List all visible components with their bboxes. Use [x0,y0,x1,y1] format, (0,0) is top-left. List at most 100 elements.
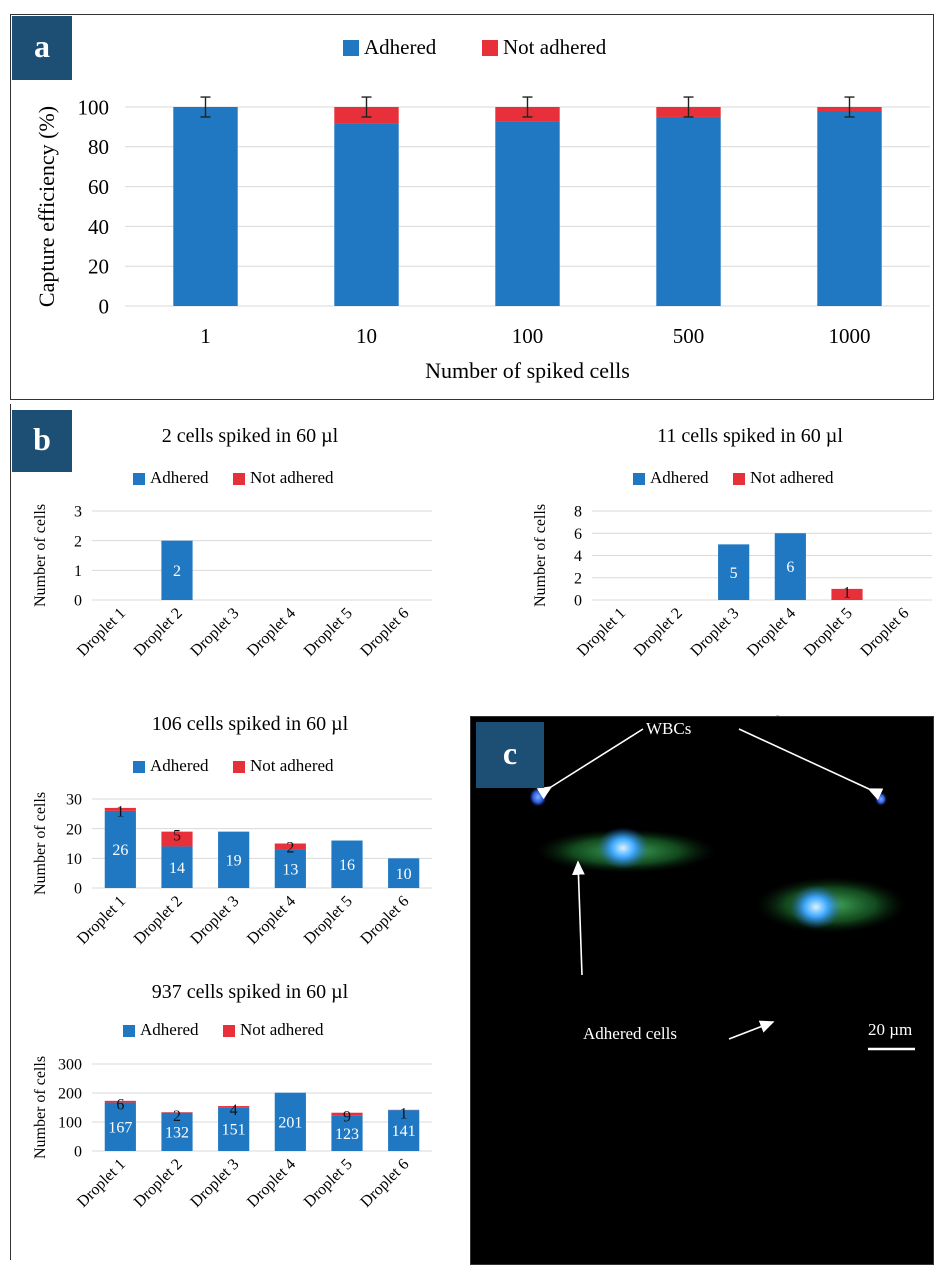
x-tick-label: 1 [200,324,211,348]
y-axis-label: Number of cells [32,504,49,607]
y-tick-label: 80 [88,135,109,159]
x-tick-label: Droplet 6 [357,1156,412,1211]
bar-not-adhered [831,588,863,600]
data-label-not-adhered: 2 [173,1108,181,1125]
chart-937-cells: 937 cells spiked in 60 µl Adhered Not adhe… [32,981,432,1211]
bar-adhered [104,810,136,888]
bar-adhered [274,1092,306,1151]
chart-title: 937 cells spiked in 60 µl [152,981,349,1003]
wbc-label: WBCs [646,719,691,738]
legend-swatch-not-adhered [733,473,745,485]
data-label-adhered: 141 [392,1123,416,1140]
data-label-adhered: 14 [169,860,185,877]
bar-not-adhered [274,843,306,850]
arrow-wbc-left [536,728,644,800]
data-label-not-adhered: 1 [116,804,124,821]
x-axis-label: Number of spiked cells [425,358,630,383]
y-axis-label: Number of cells [32,1056,49,1159]
legend-label-not-adhered: Not adhered [250,756,334,775]
data-label-not-adhered: 4 [230,1102,238,1119]
x-tick-label: Droplet 6 [357,893,412,948]
y-tick-label: 100 [58,1115,82,1132]
y-tick-label: 10 [66,851,82,868]
legend-swatch-not-adhered [233,761,245,773]
x-tick-label: Droplet 3 [687,605,742,660]
x-tick-label: Droplet 6 [857,605,912,660]
legend-swatch-adhered [343,40,359,56]
adhered-cell-nucleus-2 [790,885,842,929]
y-tick-label: 4 [574,548,582,565]
data-label-not-adhered: 6 [116,1097,124,1114]
bar-not-adhered [331,1112,363,1116]
x-tick-label: Droplet 2 [631,605,686,660]
x-tick-label: Droplet 1 [74,1156,129,1211]
legend-swatch-adhered [633,473,645,485]
adhered-cell-nucleus-1 [597,827,649,869]
bar-adhered [218,831,250,888]
bar-adhered [331,840,363,888]
legend-label-adhered: Adhered [650,468,709,487]
bar-adhered [104,1102,136,1151]
bar-not-adhered [161,1112,193,1113]
data-label-adhered: 6 [786,559,794,576]
legend-label-not-adhered: Not adhered [250,468,334,487]
x-tick-label: Droplet 3 [187,893,242,948]
x-tick-label: Droplet 4 [244,1156,299,1211]
data-label-adhered: 13 [282,861,298,878]
x-tick-label: Droplet 1 [74,605,129,660]
data-label-adhered: 26 [112,842,128,859]
bar-adhered [173,107,238,306]
y-tick-label: 0 [74,1144,82,1161]
y-axis-label: Number of cells [32,792,49,895]
legend-label-adhered: Adhered [140,1020,199,1039]
arrow-adhered-2 [728,1020,775,1040]
bar-not-adhered [104,807,136,811]
y-tick-label: 8 [574,504,582,521]
adhered-cells-label: Adhered cells [583,1024,677,1043]
bar-adhered [656,116,721,306]
y-tick-label: 60 [88,175,109,199]
x-tick-label: Droplet 5 [301,893,356,948]
bar-adhered [495,121,560,306]
x-tick-label: 1000 [829,324,871,348]
x-tick-label: Droplet 2 [131,1156,186,1211]
x-tick-label: Droplet 4 [244,605,299,660]
x-tick-label: Droplet 5 [301,1156,356,1211]
bar-adhered [161,1112,193,1151]
chart-title: 106 cells spiked in 60 µl [152,713,349,735]
y-tick-label: 0 [74,881,82,898]
bar-adhered [161,540,193,600]
y-tick-label: 300 [58,1057,82,1074]
legend-label-not-adhered: Not adhered [503,35,607,59]
y-tick-label: 2 [74,533,82,550]
y-axis-label: Capture efficiency (%) [34,106,59,307]
x-tick-label: Droplet 1 [574,605,629,660]
data-label-not-adhered: 5 [173,827,181,844]
chart-106-cells: 106 cells spiked in 60 µl Adhered Not adhe… [32,713,432,948]
bar-adhered [218,1107,250,1151]
chart-2-cells: 2 cells spiked in 60 µl Adhered Not adhere… [32,425,432,660]
bar-adhered [331,1115,363,1151]
bar-adhered [718,544,750,600]
x-tick-label: Droplet 5 [801,605,856,660]
x-tick-label: Droplet 3 [187,1156,242,1211]
data-label-not-adhered: 1 [843,585,851,602]
legend-label-adhered: Adhered [150,756,209,775]
bar-adhered [388,1110,420,1151]
arrow-wbc-right [738,728,884,801]
wbc-cell-left [529,787,547,807]
data-label-not-adhered: 1 [400,1106,408,1123]
data-label-adhered: 151 [222,1122,246,1139]
bar-not-adhered [104,1100,136,1103]
legend-swatch-adhered [133,761,145,773]
wbc-cell-right [875,792,887,806]
bar-adhered [388,858,420,888]
data-label-adhered: 10 [396,866,412,883]
scale-bar-label: 20 µm [868,1020,912,1039]
chart-capture-efficiency: Adhered Not adhered 0 20 40 60 80 100 Capture ef… [34,35,930,383]
data-label-adhered: 167 [108,1119,132,1136]
panel-label-a: a [12,16,72,80]
x-tick-label: Droplet 2 [131,605,186,660]
x-tick-label: Droplet 4 [244,893,299,948]
panel-label-b: b [12,410,72,472]
